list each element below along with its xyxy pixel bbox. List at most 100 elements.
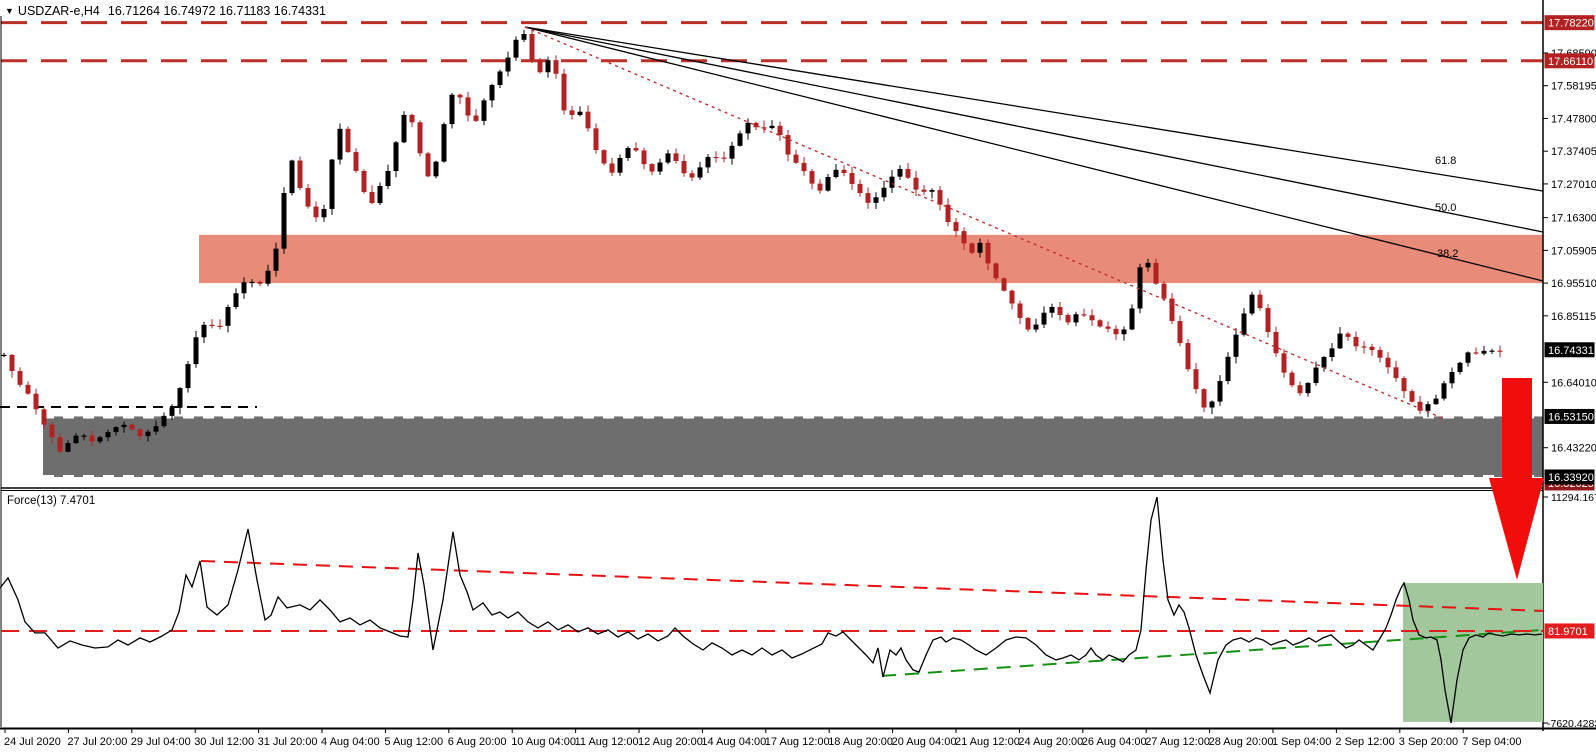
candle-body: [841, 169, 847, 174]
candle-body: [713, 156, 719, 159]
candle-body: [881, 187, 887, 198]
candle-body: [1241, 313, 1247, 335]
candle-body: [737, 133, 743, 146]
candle-body: [385, 170, 391, 187]
time-tick-label: 24 Aug 20:00: [1018, 736, 1083, 748]
time-tick-label: 3 Sep 20:00: [1399, 736, 1458, 748]
candle-body: [129, 424, 135, 430]
price-tick-label: 17.58195: [1551, 81, 1596, 93]
fib-fan-line: [524, 26, 1544, 192]
symbol-dropdown-icon[interactable]: ▼: [5, 6, 14, 16]
candle-body: [369, 192, 375, 204]
candle-body: [1209, 401, 1215, 408]
candle-body: [665, 153, 671, 163]
candle-body: [761, 127, 767, 129]
fib-fan-label: 38.2: [1437, 248, 1458, 260]
candle-body: [1409, 391, 1415, 402]
candle-body: [953, 222, 959, 232]
time-tick-label: 2 Sep 12:00: [1335, 736, 1394, 748]
time-tick-label: 14 Aug 04:00: [701, 736, 766, 748]
candle-body: [1201, 389, 1207, 408]
candle-body: [209, 324, 215, 327]
time-tick-label: 27 Jul 20:00: [67, 736, 127, 748]
candle-body: [225, 306, 231, 326]
candle-body: [1489, 350, 1495, 352]
candle-body: [1225, 356, 1231, 382]
candle-body: [473, 115, 479, 121]
time-tick-label: 29 Jul 04:00: [131, 736, 191, 748]
candle-body: [289, 160, 295, 194]
candle-body: [177, 388, 183, 408]
force-highlight-zone: [1403, 582, 1543, 722]
candle-body: [1441, 383, 1447, 399]
candle-body: [217, 325, 223, 327]
candle-body: [1153, 262, 1159, 284]
time-tick-label: 4 Aug 04:00: [321, 736, 380, 748]
candle-body: [1289, 372, 1295, 386]
time-tick-label: 12 Aug 20:00: [638, 736, 703, 748]
descending-dotted-trendline: [524, 26, 1443, 419]
chart-header: ▼ USDZAR-e,H4 16.71264 16.74972 16.71183 1…: [5, 4, 326, 18]
candle-body: [329, 159, 335, 209]
candle-body: [361, 170, 367, 193]
candle-body: [169, 407, 175, 416]
candle-body: [1129, 308, 1135, 330]
candle-body: [1257, 294, 1263, 309]
candle-body: [1393, 367, 1399, 379]
candle-body: [1369, 346, 1375, 351]
candle-body: [801, 162, 807, 172]
time-tick-label: 11 Aug 12:00: [575, 736, 639, 748]
candle-body: [489, 84, 495, 101]
candle-body: [161, 415, 167, 427]
candle-body: [929, 189, 935, 192]
candle-body: [1169, 298, 1175, 322]
candle-body: [1265, 308, 1271, 332]
candle-body: [1457, 362, 1463, 373]
price-level-badge-label: 16.74331: [1548, 345, 1594, 357]
candle-body: [1473, 352, 1479, 354]
fib-fan-label: 50.0: [1435, 202, 1456, 214]
candle-body: [465, 97, 471, 116]
candle-body: [849, 173, 855, 184]
candle-body: [585, 111, 591, 129]
candle-body: [281, 193, 287, 249]
candle-body: [497, 71, 503, 85]
sell-signal-arrow: [1489, 378, 1544, 580]
candle-body: [889, 176, 895, 188]
candle-body: [1377, 350, 1383, 358]
force-max-label: 11294.167: [1551, 492, 1596, 504]
candle-body: [321, 208, 327, 218]
candle-body: [697, 167, 703, 178]
time-tick-label: 26 Aug 04:00: [1082, 736, 1147, 748]
candle-body: [1297, 385, 1303, 394]
resistance-zone: [199, 234, 1543, 284]
candle-body: [1161, 283, 1167, 299]
time-tick-label: 5 Aug 12:00: [384, 736, 443, 748]
candle-body: [529, 34, 535, 60]
force-trendline: [200, 559, 1544, 612]
candle-body: [409, 114, 415, 123]
candle-body: [745, 122, 751, 134]
candle-body: [1449, 372, 1455, 384]
candle-body: [113, 427, 119, 433]
candle-body: [513, 39, 519, 58]
price-tick-label: 16.43220: [1551, 443, 1596, 455]
candle-body: [681, 161, 687, 174]
price-level-badge-label: 16.33920: [1548, 472, 1594, 484]
candle-body: [625, 148, 631, 158]
candle-body: [9, 354, 15, 372]
candle-body: [425, 153, 431, 177]
ohlc-values: 16.71264 16.74972 16.71183 16.74331: [107, 4, 326, 18]
candle-body: [49, 424, 55, 438]
time-tick-label: 30 Jul 12:00: [194, 736, 254, 748]
candle-body: [769, 125, 775, 129]
candle-body: [985, 242, 991, 264]
candle-body: [1233, 334, 1239, 357]
candle-body: [1313, 367, 1319, 383]
price-level-badge: [1544, 408, 1595, 424]
candle-body: [1001, 278, 1007, 291]
candle-body: [201, 324, 207, 338]
candle-body: [593, 128, 599, 151]
candle-body: [817, 183, 823, 191]
